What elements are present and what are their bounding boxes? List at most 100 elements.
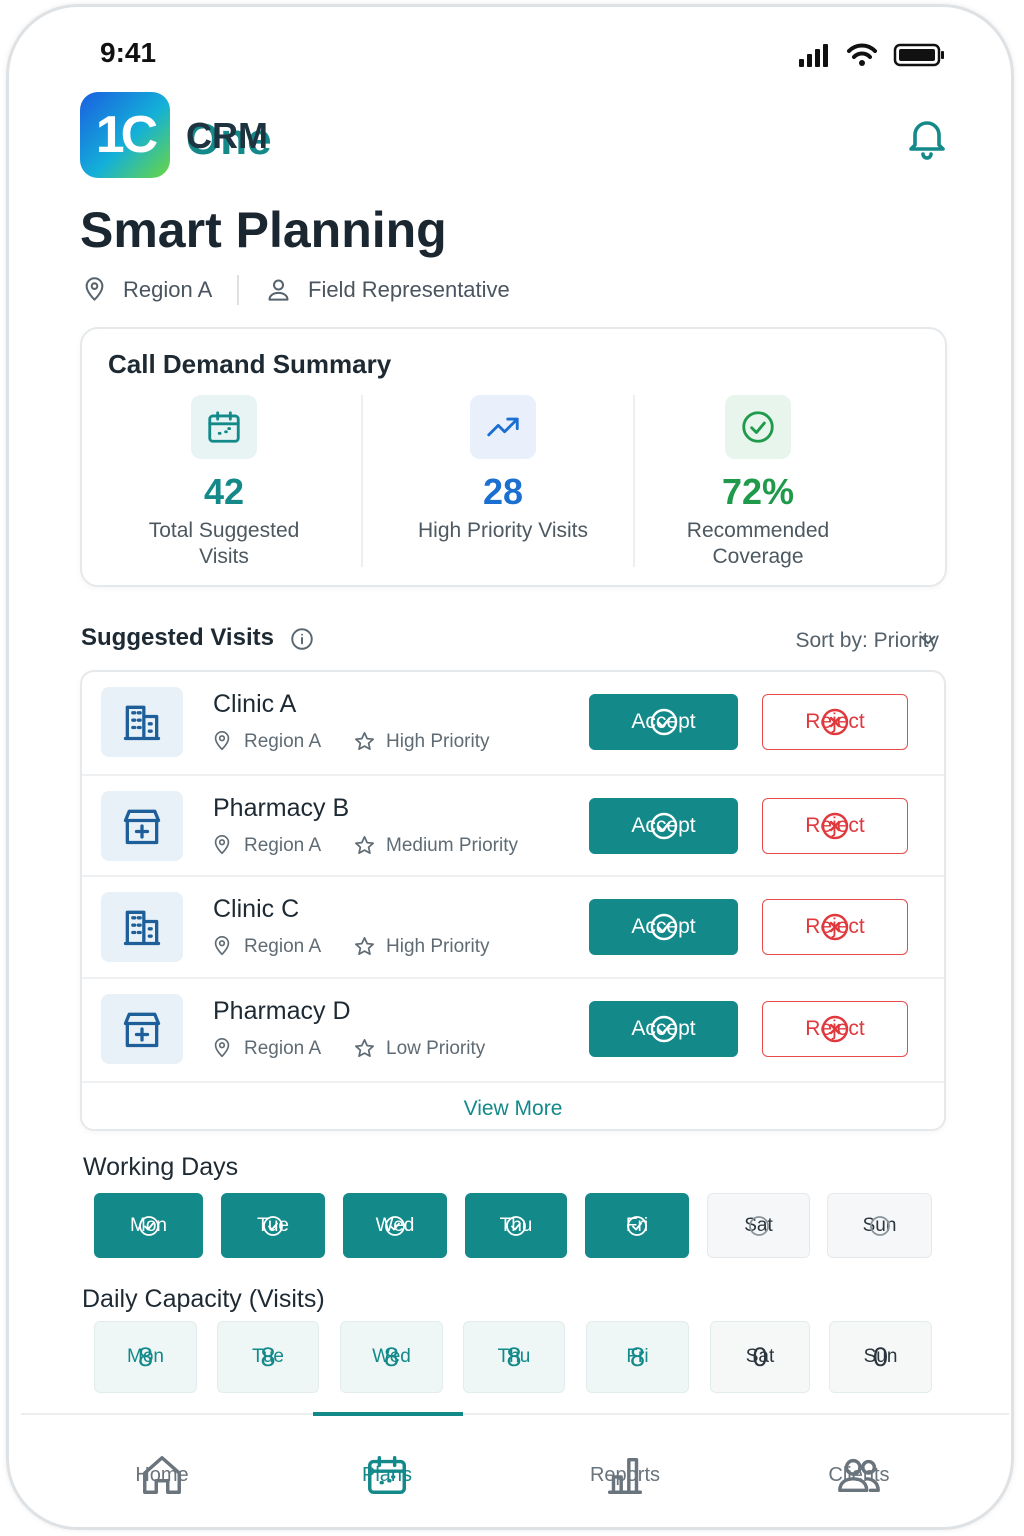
visit-row: Clinic A Region A High Priority Accept Rejec… [82, 672, 944, 773]
visit-icon [101, 993, 183, 1064]
icon-part [815, 49, 820, 67]
working-day-state [868, 1214, 892, 1238]
role-icon [265, 276, 292, 308]
reject-button[interactable]: Reject [762, 694, 908, 750]
icon [85, 277, 104, 301]
icon-part [268, 291, 289, 301]
summary-divider [633, 395, 635, 567]
visit-region-icon [211, 1037, 233, 1064]
suggested-title: Suggested Visits [81, 624, 274, 651]
sort-dropdown[interactable]: Sort by: Priority [795, 629, 939, 652]
icon-part [355, 937, 374, 956]
notification-bell[interactable] [903, 113, 951, 166]
reject-button[interactable]: Reject [762, 1000, 908, 1057]
working-day-toggle[interactable]: Mon [94, 1193, 203, 1258]
reject-label: Reject [805, 915, 865, 938]
status-icons [797, 41, 947, 74]
visit-priority: Low Priority [386, 1037, 486, 1059]
icon-part [208, 414, 240, 443]
icon [138, 1215, 159, 1236]
nav-item[interactable]: Plans [317, 1431, 457, 1519]
icon-part [650, 913, 677, 941]
status-time: 9:41 [100, 37, 157, 68]
working-day-toggle[interactable]: Sun [827, 1193, 932, 1258]
icon-part [799, 59, 804, 67]
icon [869, 1215, 890, 1236]
icon [123, 1012, 161, 1047]
visit-priority-icon [353, 730, 376, 758]
working-day-state [383, 1214, 407, 1238]
working-day-toggle[interactable]: Thu [465, 1193, 567, 1258]
reject-label: Reject [805, 710, 865, 733]
accept-button[interactable]: Accept [589, 1000, 738, 1057]
icon-part [627, 1215, 647, 1236]
icon-part [656, 1023, 671, 1035]
icon [742, 411, 774, 443]
stat-icon [191, 395, 257, 459]
icon-part [123, 910, 161, 946]
working-day-toggle[interactable]: Wed [343, 1193, 447, 1258]
info-icon[interactable] [289, 626, 315, 657]
capacity-box[interactable]: Thu 8 [463, 1321, 565, 1393]
nav-divider [21, 1413, 1009, 1415]
accept-button[interactable]: Accept [589, 797, 738, 854]
nav-label: Clients [828, 1463, 890, 1486]
capacity-box[interactable]: Wed 8 [340, 1321, 443, 1393]
reject-button[interactable]: Reject [762, 899, 908, 955]
nav-label: Home [135, 1463, 189, 1486]
icon [627, 1215, 647, 1236]
icon [506, 1215, 526, 1236]
icon-part [859, 60, 865, 66]
nav-item[interactable]: Clients [789, 1431, 929, 1519]
capacity-title: Daily Capacity (Visits) [82, 1285, 325, 1313]
reject-button[interactable]: Reject [762, 797, 908, 854]
icon [607, 1457, 643, 1494]
icon [368, 1456, 406, 1494]
icon-part [650, 1015, 677, 1042]
icon-part [385, 1215, 405, 1236]
icon-part [218, 838, 226, 845]
capacity-box[interactable]: Mon 8 [94, 1321, 197, 1393]
stat-icon [470, 395, 536, 459]
icon-part [920, 635, 936, 645]
capacity-box[interactable]: Fri 8 [586, 1321, 689, 1393]
capacity-box[interactable]: Tue 8 [217, 1321, 319, 1393]
view-more[interactable]: View More [82, 1081, 944, 1135]
visits-card: Clinic A Region A High Priority Accept Rejec… [80, 670, 946, 1131]
icon-part [214, 731, 230, 751]
sort-chevron [915, 627, 941, 658]
working-day-state [747, 1214, 771, 1238]
icon-part [143, 1456, 181, 1494]
icon-part [90, 282, 99, 290]
icon-part [821, 708, 849, 736]
accept-button[interactable]: Accept [589, 694, 738, 750]
icon-part [844, 1458, 862, 1476]
summary-title: Call Demand Summary [108, 349, 392, 379]
icon-part [632, 1222, 642, 1230]
app-logo-text: 1C [95, 106, 159, 164]
capacity-box[interactable]: Sat 0 [710, 1321, 810, 1393]
app-name-one: One [186, 115, 272, 164]
visit-priority: High Priority [386, 936, 490, 957]
stat-value: 72% [721, 471, 795, 512]
page-title: Smart Planning [80, 202, 447, 258]
accept-button[interactable]: Accept [589, 899, 738, 955]
visit-name: Clinic A [213, 690, 297, 718]
nav-item[interactable]: Reports [555, 1431, 695, 1519]
accept-label: Accept [631, 813, 696, 837]
working-day-toggle[interactable]: Sat [707, 1193, 810, 1258]
icon-part [143, 1222, 154, 1230]
nav-item[interactable]: Home [92, 1431, 232, 1519]
working-day-toggle[interactable]: Fri [585, 1193, 689, 1258]
working-day-toggle[interactable]: Tue [221, 1193, 325, 1258]
icon-part [138, 1215, 159, 1236]
icon-part [838, 1477, 880, 1493]
visit-row: Pharmacy D Region A Low Priority Accept Reje… [82, 976, 944, 1080]
icon-part [852, 51, 872, 59]
capacity-box[interactable]: Sun 0 [829, 1321, 932, 1393]
icon [650, 812, 677, 839]
visit-icon [101, 687, 183, 757]
icon [650, 708, 677, 736]
nav-active-indicator [313, 1412, 463, 1416]
